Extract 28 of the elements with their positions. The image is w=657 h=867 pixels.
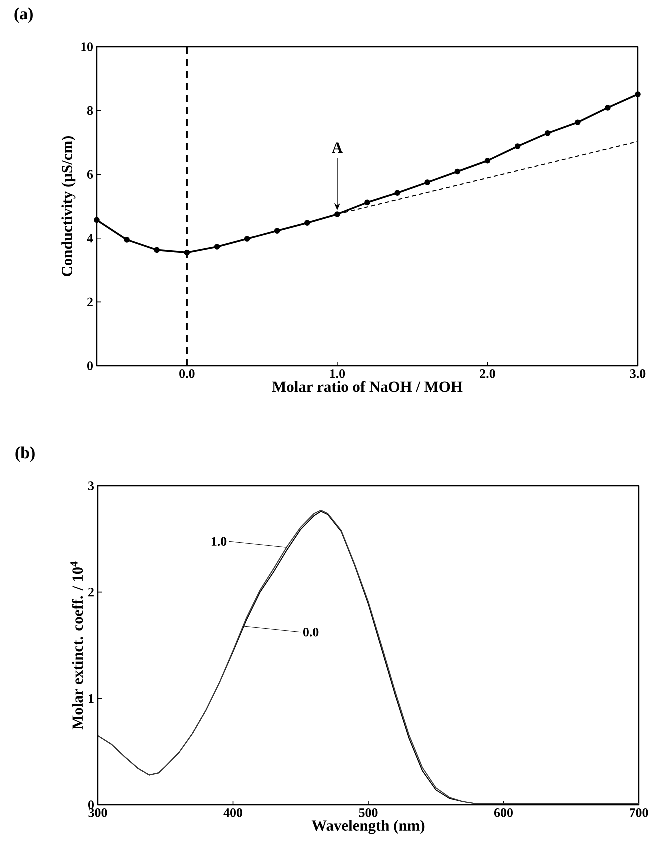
chart-title: (a) <box>14 8 33 24</box>
x-axis-title: Wavelength (nm) <box>312 820 425 834</box>
x-tick-label: 300 <box>88 808 108 818</box>
y-tick-label: 4 <box>87 234 94 243</box>
y-tick-label: 8 <box>87 106 94 116</box>
x-tick-label: 2.0 <box>480 370 496 378</box>
y-tick-label: 0 <box>88 362 93 370</box>
x-tick-label: 1.0 <box>330 370 346 378</box>
x-tick-label: 600 <box>494 808 513 818</box>
x-tick-label: 500 <box>359 808 378 818</box>
y-tick-label: 3 <box>88 482 94 490</box>
x-tick-label: 400 <box>224 808 242 818</box>
x-tick-label: 0.0 <box>180 370 195 378</box>
y-tick-label: 1 <box>89 694 94 703</box>
y-tick-label: 6 <box>87 170 94 179</box>
y-tick-label: 10 <box>82 42 93 52</box>
y-tick-label: 0 <box>88 800 94 810</box>
annotation: A <box>332 142 343 153</box>
y-axis-title: Molar extinct. coeff. / 10$^{4}$ <box>70 562 84 730</box>
y-tick-label: 2 <box>88 298 93 306</box>
annotation: 0.0 <box>303 628 319 637</box>
x-tick-label: 700 <box>630 808 648 818</box>
chart-title: (b) <box>16 446 35 462</box>
annotation: 1.0 <box>212 537 227 546</box>
y-tick-label: 2 <box>88 588 94 597</box>
y-axis-title: Conductivity (µS/cm) <box>62 136 76 276</box>
x-axis-title: Molar ratio of NaOH / MOH <box>272 381 463 392</box>
x-tick-label: 3.0 <box>630 370 646 378</box>
